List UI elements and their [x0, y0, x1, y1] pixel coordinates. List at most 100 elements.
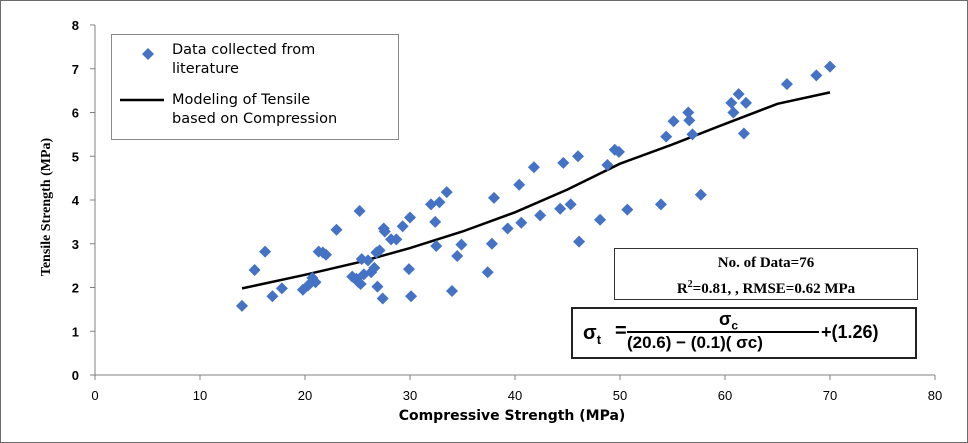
- data-point: [266, 290, 279, 303]
- data-point: [686, 128, 699, 141]
- y-tick-label: 1: [72, 324, 79, 339]
- diamond-marker-icon: [142, 48, 154, 60]
- x-tick-label: 10: [193, 388, 207, 403]
- data-point: [390, 233, 403, 246]
- data-point: [455, 238, 468, 251]
- data-point: [780, 78, 793, 91]
- data-point: [573, 235, 586, 248]
- data-point: [425, 198, 437, 211]
- legend-label-model: Modeling of Tensile based on Compression: [172, 92, 338, 127]
- data-point: [330, 223, 343, 236]
- data-point: [824, 60, 836, 73]
- data-count-text: No. of Data=76: [717, 255, 815, 271]
- y-tick-label: 6: [72, 106, 79, 121]
- formula-denominator: (20.6) − (0.1)( σc): [627, 333, 763, 352]
- data-point: [488, 191, 500, 204]
- data-point: [527, 161, 540, 174]
- data-point: [667, 115, 680, 128]
- formula-equals: =: [615, 320, 627, 342]
- x-tick-label: 20: [298, 388, 312, 403]
- data-point: [694, 188, 707, 201]
- x-tick-label: 60: [718, 388, 732, 403]
- data-point: [429, 215, 442, 228]
- y-axis-label: Tensile Strength (MPa): [39, 137, 54, 276]
- data-point: [513, 178, 526, 191]
- data-point: [368, 261, 381, 274]
- y-tick-label: 0: [72, 368, 79, 383]
- model-line: [241, 91, 831, 290]
- data-point: [451, 250, 464, 262]
- stats-box: No. of Data=76 R2=0.81, , RMSE=0.62 MPa: [614, 248, 918, 300]
- data-point: [440, 186, 453, 199]
- x-tick-label: 0: [91, 388, 98, 403]
- data-point: [481, 266, 494, 279]
- y-tick-label: 7: [72, 62, 79, 77]
- data-point: [275, 282, 288, 295]
- formula-numerator: σc: [719, 309, 738, 333]
- formula-sub-t: t: [596, 332, 602, 347]
- y-tick-label: 4: [72, 193, 80, 208]
- r2-prefix: R: [676, 281, 688, 297]
- data-point: [515, 216, 528, 229]
- data-point: [485, 237, 498, 250]
- legend-label-data: Data collected from literature: [172, 42, 316, 77]
- data-point: [259, 245, 272, 258]
- data-point: [433, 196, 446, 209]
- r2-rmse-text: R2=0.81, , RMSE=0.62 MPa: [615, 274, 917, 300]
- x-tick-label: 50: [613, 388, 627, 403]
- data-point: [601, 159, 614, 171]
- data-point: [740, 96, 752, 109]
- data-point: [501, 222, 514, 235]
- data-point: [373, 244, 386, 257]
- data-point: [405, 290, 418, 303]
- data-point: [612, 145, 625, 158]
- fraction-bar: [627, 331, 819, 333]
- x-axis-label: Compressive Strength (MPa): [399, 408, 626, 424]
- formula-sigma-t: σ: [583, 322, 597, 344]
- axes: 0 10 20 30 40 50 60 70 80 0 1 2 3 4 5 6 7 8: [72, 18, 942, 403]
- formula-tail: +(1.26): [821, 322, 879, 342]
- r2-superscript: 2: [687, 279, 693, 290]
- y-tick-label: 2: [72, 281, 79, 296]
- data-point: [621, 203, 634, 216]
- data-point: [554, 202, 567, 215]
- formula-sigma-c: σ: [719, 309, 732, 329]
- data-point: [682, 106, 695, 119]
- data-point: [402, 263, 415, 276]
- data-point: [353, 204, 366, 217]
- formula-sub-c: c: [731, 318, 739, 333]
- y-tick-label: 8: [72, 18, 79, 33]
- x-tick-label: 80: [928, 388, 942, 403]
- data-point: [376, 292, 389, 305]
- y-tick-label: 5: [72, 149, 79, 164]
- data-point: [371, 280, 384, 293]
- data-point: [572, 150, 584, 163]
- data-point: [446, 285, 458, 297]
- data-point: [737, 127, 750, 140]
- data-point: [727, 106, 740, 119]
- data-point: [810, 69, 823, 82]
- data-point: [236, 299, 248, 312]
- data-point: [430, 239, 443, 252]
- data-point: [564, 198, 577, 211]
- data-point: [594, 213, 607, 226]
- data-point: [654, 198, 667, 211]
- chart-legend: Data collected from literature Modeling …: [111, 34, 399, 140]
- data-point: [378, 225, 391, 238]
- formula-lhs: σt: [583, 322, 601, 347]
- data-point: [404, 211, 416, 224]
- data-point: [354, 278, 367, 290]
- model-line-layer: [241, 91, 831, 290]
- data-point: [557, 156, 570, 169]
- data-point: [732, 88, 745, 101]
- data-point: [683, 114, 696, 127]
- y-tick-label: 3: [72, 237, 79, 252]
- x-tick-label: 70: [823, 388, 837, 403]
- data-point: [660, 130, 673, 143]
- data-point: [534, 209, 547, 222]
- data-point: [362, 254, 374, 267]
- data-point: [320, 248, 332, 261]
- data-point: [725, 96, 738, 109]
- x-tick-label: 30: [403, 388, 417, 403]
